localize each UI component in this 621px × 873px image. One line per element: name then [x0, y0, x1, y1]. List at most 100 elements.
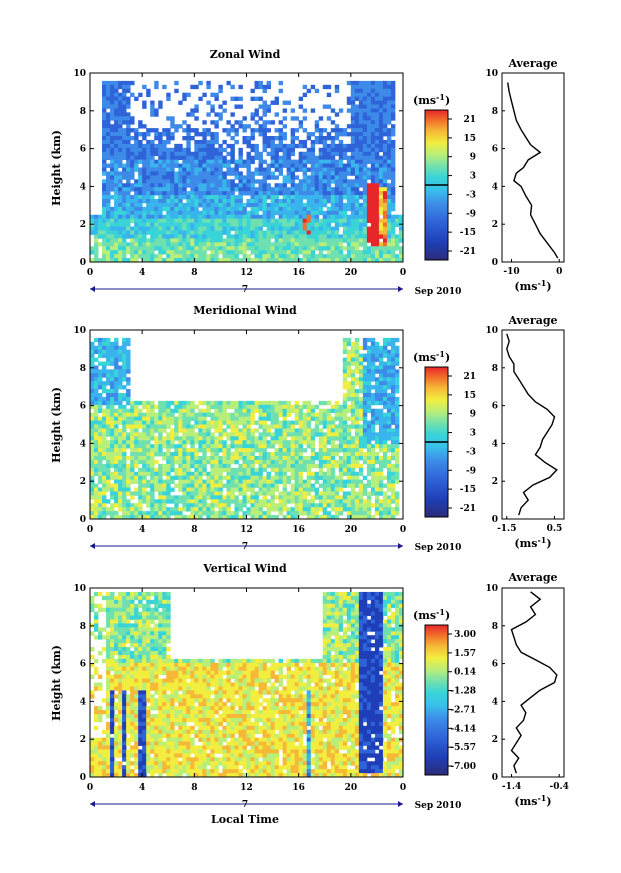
heatmap-cell — [286, 428, 292, 433]
heatmap-cell — [262, 202, 267, 208]
heatmap-cell — [310, 448, 316, 453]
heatmap-cell — [362, 357, 368, 362]
heatmap-cell — [334, 124, 340, 129]
heatmap-cell — [178, 400, 183, 406]
heatmap-cell — [318, 515, 324, 520]
heatmap-cell — [154, 191, 159, 196]
heatmap-cell — [282, 143, 288, 149]
heatmap-cell — [330, 254, 336, 259]
heatmap-cell — [370, 471, 376, 477]
heatmap-cell — [374, 155, 380, 161]
heatmap-cell — [386, 199, 392, 204]
heatmap-cell — [294, 167, 300, 172]
heatmap-cell — [362, 440, 368, 445]
heatmap-cell — [278, 163, 284, 168]
heatmap-cell — [330, 432, 336, 437]
heatmap-cell — [390, 108, 396, 113]
heatmap-cell — [294, 507, 300, 512]
heatmap-cell — [146, 191, 151, 196]
heatmap-cell — [358, 365, 364, 370]
heatmap-cell — [110, 159, 115, 164]
heatmap-cell — [346, 436, 352, 441]
heatmap-cell — [214, 463, 219, 469]
heatmap-cell — [314, 175, 320, 180]
heatmap-cell — [354, 238, 360, 243]
heatmap-cell — [334, 187, 340, 192]
heatmap-cell — [214, 175, 219, 180]
heatmap-cell — [290, 246, 296, 251]
heatmap-cell — [270, 100, 275, 105]
heatmap-cell — [106, 444, 111, 449]
heatmap-cell — [266, 206, 271, 212]
heatmap-cell — [110, 151, 115, 157]
heatmap-cell — [210, 163, 215, 168]
heatmap-cell — [178, 191, 183, 196]
heatmap-cell — [302, 195, 308, 200]
heatmap-cell — [162, 195, 167, 200]
heatmap-cell — [322, 218, 328, 224]
heatmap-cell — [134, 143, 139, 149]
heatmap-cell — [362, 507, 368, 512]
heatmap-cell — [242, 234, 247, 239]
heatmap-cell — [218, 408, 223, 414]
heatmap-cell — [154, 206, 159, 212]
heatmap-cell — [310, 463, 316, 469]
heatmap-cell — [210, 483, 215, 488]
heatmap-cell — [214, 151, 219, 157]
heatmap-cell — [110, 179, 115, 184]
heatmap-cell — [362, 389, 368, 394]
heatmap-cell — [198, 195, 203, 200]
heatmap-cell — [238, 234, 243, 239]
heatmap-cell — [342, 226, 348, 231]
heatmap-cell — [134, 128, 139, 133]
heatmap-cell — [146, 428, 151, 433]
heatmap-cell — [138, 436, 143, 441]
heatmap-cell — [378, 412, 384, 418]
heatmap-cell — [162, 159, 167, 164]
heatmap-cell — [290, 151, 296, 157]
heatmap-cell — [98, 432, 103, 437]
heatmap-cell — [322, 167, 328, 172]
heatmap-cell — [190, 258, 195, 263]
heatmap-cell — [126, 120, 131, 125]
heatmap-cell — [286, 408, 292, 414]
heatmap-cell — [134, 179, 139, 184]
heatmap-cell — [214, 456, 219, 461]
heatmap-cell — [214, 250, 219, 255]
heatmap-cell — [362, 108, 368, 113]
heatmap-cell — [138, 242, 143, 247]
heatmap-cell — [218, 432, 223, 437]
heatmap-cell — [330, 424, 336, 429]
heatmap-cell — [350, 349, 356, 355]
heatmap-cell — [126, 167, 131, 172]
heatmap-cell — [134, 452, 139, 457]
heatmap-cell — [270, 400, 275, 406]
heatmap-cell — [338, 163, 344, 168]
heatmap-cell — [290, 210, 296, 216]
heatmap-cell — [114, 167, 119, 172]
heatmap-cell — [174, 444, 179, 449]
heatmap-cell — [218, 440, 223, 445]
heatmap-cell — [106, 214, 111, 220]
heatmap-cell — [122, 408, 127, 414]
heatmap-cell — [218, 226, 223, 231]
heatmap-cell — [162, 424, 167, 429]
heatmap-cell — [118, 369, 123, 374]
heatmap-cell — [282, 416, 288, 421]
heatmap-cell — [294, 191, 300, 196]
heatmap-cell — [278, 428, 284, 433]
heatmap-cell — [110, 132, 115, 137]
heatmap-cell — [194, 163, 199, 168]
heatmap-cell — [266, 511, 271, 516]
heatmap-cell — [358, 202, 364, 208]
heatmap-cell — [102, 491, 107, 496]
heatmap-cell — [306, 136, 312, 141]
heatmap-cell — [214, 202, 219, 208]
heatmap-cell — [250, 202, 255, 208]
heatmap-cell — [274, 420, 279, 425]
heatmap-cell — [374, 341, 380, 347]
heatmap-cell — [126, 159, 131, 164]
heatmap-cell — [138, 167, 143, 172]
heatmap-cell — [222, 171, 227, 176]
heatmap-cell — [146, 456, 151, 461]
